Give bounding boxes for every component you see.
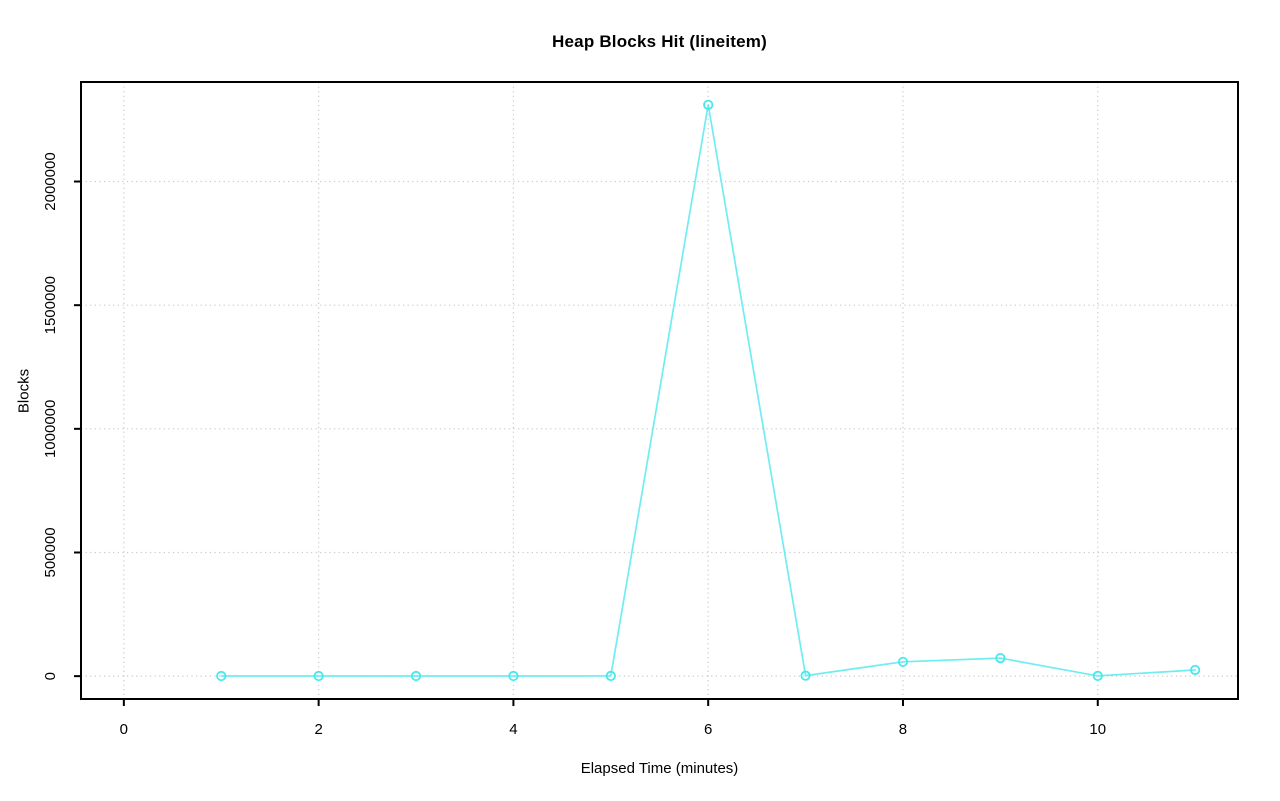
- y-tick-label: 0: [42, 672, 59, 680]
- data-point-marker: [216, 670, 227, 682]
- x-tick-label: 6: [704, 721, 712, 738]
- data-point-marker: [313, 670, 324, 682]
- data-point-marker: [800, 670, 811, 681]
- data-point-marker: [508, 670, 519, 682]
- data-point-marker: [703, 99, 714, 110]
- x-tick-label: 4: [509, 721, 517, 738]
- data-point-marker: [410, 670, 422, 682]
- y-tick-label: 1500000: [42, 276, 59, 334]
- data-point-marker: [1190, 664, 1201, 676]
- data-point-marker: [1092, 670, 1103, 682]
- x-tick-label: 2: [314, 721, 322, 738]
- plot-border: [80, 81, 1239, 700]
- data-point-marker: [897, 656, 909, 667]
- y-tick-label: 500000: [42, 527, 59, 577]
- data-line: [220, 104, 1196, 677]
- x-axis-title: Elapsed Time (minutes): [580, 760, 739, 777]
- x-tick-label: 10: [1089, 721, 1106, 738]
- x-tick-label: 8: [899, 721, 907, 738]
- data-point-marker: [995, 652, 1006, 664]
- data-point-marker: [605, 670, 616, 682]
- y-tick-label: 1000000: [42, 400, 59, 458]
- x-tick-label: 0: [120, 721, 128, 738]
- chart-title: Heap Blocks Hit (lineitem): [552, 32, 767, 51]
- y-tick-label: 2000000: [42, 152, 59, 210]
